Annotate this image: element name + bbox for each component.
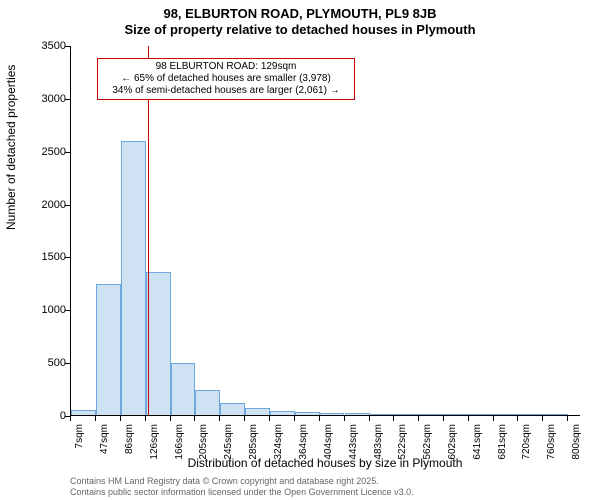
x-tick-mark xyxy=(369,416,370,421)
x-tick-mark xyxy=(344,416,345,421)
histogram-bar xyxy=(419,414,444,415)
x-tick-mark xyxy=(145,416,146,421)
footer-copyright: Contains HM Land Registry data © Crown c… xyxy=(70,476,590,487)
y-tick-mark xyxy=(65,46,70,47)
x-tick-label: 7sqm xyxy=(74,424,85,468)
x-tick-label: 245sqm xyxy=(223,424,234,468)
histogram-bar xyxy=(245,408,269,415)
histogram-bar xyxy=(220,403,245,415)
y-tick-label: 2500 xyxy=(42,146,66,158)
histogram-bar xyxy=(345,413,370,415)
histogram-bar xyxy=(469,414,494,415)
histogram-bar xyxy=(543,414,568,415)
x-tick-label: 562sqm xyxy=(422,424,433,468)
x-tick-label: 760sqm xyxy=(546,424,557,468)
x-tick-mark xyxy=(95,416,96,421)
y-tick-label: 1000 xyxy=(42,304,66,316)
y-tick-mark xyxy=(65,99,70,100)
x-tick-mark xyxy=(269,416,270,421)
plot-area: 98 ELBURTON ROAD: 129sqm← 65% of detache… xyxy=(70,46,580,416)
x-tick-label: 166sqm xyxy=(174,424,185,468)
x-tick-mark xyxy=(294,416,295,421)
histogram-bar xyxy=(270,411,295,415)
x-tick-mark xyxy=(468,416,469,421)
histogram-bar xyxy=(370,414,394,415)
histogram-bar xyxy=(394,414,419,415)
x-tick-label: 404sqm xyxy=(323,424,334,468)
annotation-line3: 34% of semi-detached houses are larger (… xyxy=(104,85,348,97)
y-tick-label: 3000 xyxy=(42,93,66,105)
y-tick-label: 2000 xyxy=(42,199,66,211)
x-tick-mark xyxy=(517,416,518,421)
x-tick-label: 205sqm xyxy=(198,424,209,468)
x-tick-label: 126sqm xyxy=(149,424,160,468)
x-tick-label: 86sqm xyxy=(124,424,135,468)
chart-footer: Contains HM Land Registry data © Crown c… xyxy=(70,476,590,498)
y-tick-label: 1500 xyxy=(42,251,66,263)
histogram-bar xyxy=(494,414,518,415)
x-tick-mark xyxy=(170,416,171,421)
chart-title-description: Size of property relative to detached ho… xyxy=(0,22,600,37)
property-marker-line xyxy=(148,46,149,415)
x-tick-label: 443sqm xyxy=(348,424,359,468)
x-tick-label: 47sqm xyxy=(99,424,110,468)
x-tick-label: 720sqm xyxy=(521,424,532,468)
annotation-line2: ← 65% of detached houses are smaller (3,… xyxy=(104,73,348,85)
x-tick-label: 681sqm xyxy=(497,424,508,468)
x-tick-mark xyxy=(542,416,543,421)
x-tick-mark xyxy=(493,416,494,421)
x-tick-label: 483sqm xyxy=(373,424,384,468)
histogram-bar xyxy=(295,412,320,415)
x-tick-mark xyxy=(418,416,419,421)
y-tick-mark xyxy=(65,257,70,258)
y-tick-mark xyxy=(65,310,70,311)
histogram-bar xyxy=(121,141,146,415)
y-tick-label: 500 xyxy=(48,357,66,369)
x-tick-label: 324sqm xyxy=(273,424,284,468)
x-tick-label: 800sqm xyxy=(571,424,582,468)
y-tick-mark xyxy=(65,363,70,364)
histogram-bar xyxy=(195,390,220,415)
histogram-bar xyxy=(171,363,195,415)
x-tick-mark xyxy=(219,416,220,421)
x-tick-label: 285sqm xyxy=(248,424,259,468)
property-size-chart: 98, ELBURTON ROAD, PLYMOUTH, PL9 8JB Siz… xyxy=(0,0,600,500)
histogram-bar xyxy=(518,414,543,415)
x-tick-label: 641sqm xyxy=(472,424,483,468)
histogram-bar xyxy=(96,284,120,415)
annotation-line1: 98 ELBURTON ROAD: 129sqm xyxy=(104,61,348,73)
x-tick-label: 602sqm xyxy=(447,424,458,468)
property-annotation: 98 ELBURTON ROAD: 129sqm← 65% of detache… xyxy=(97,58,355,100)
x-tick-label: 364sqm xyxy=(298,424,309,468)
y-axis-label: Number of detached properties xyxy=(4,65,18,230)
x-tick-label: 522sqm xyxy=(397,424,408,468)
histogram-bar xyxy=(444,414,468,415)
chart-title-address: 98, ELBURTON ROAD, PLYMOUTH, PL9 8JB xyxy=(0,6,600,21)
x-tick-mark xyxy=(70,416,71,421)
histogram-bar xyxy=(71,410,96,415)
x-tick-mark xyxy=(319,416,320,421)
x-tick-mark xyxy=(244,416,245,421)
x-tick-mark xyxy=(567,416,568,421)
x-tick-mark xyxy=(393,416,394,421)
y-tick-label: 3500 xyxy=(42,40,66,52)
footer-licence: Contains public sector information licen… xyxy=(70,487,590,498)
x-tick-mark xyxy=(120,416,121,421)
x-tick-mark xyxy=(194,416,195,421)
x-tick-mark xyxy=(443,416,444,421)
histogram-bar xyxy=(146,272,171,415)
histogram-bar xyxy=(320,413,344,415)
y-tick-mark xyxy=(65,152,70,153)
y-tick-mark xyxy=(65,205,70,206)
